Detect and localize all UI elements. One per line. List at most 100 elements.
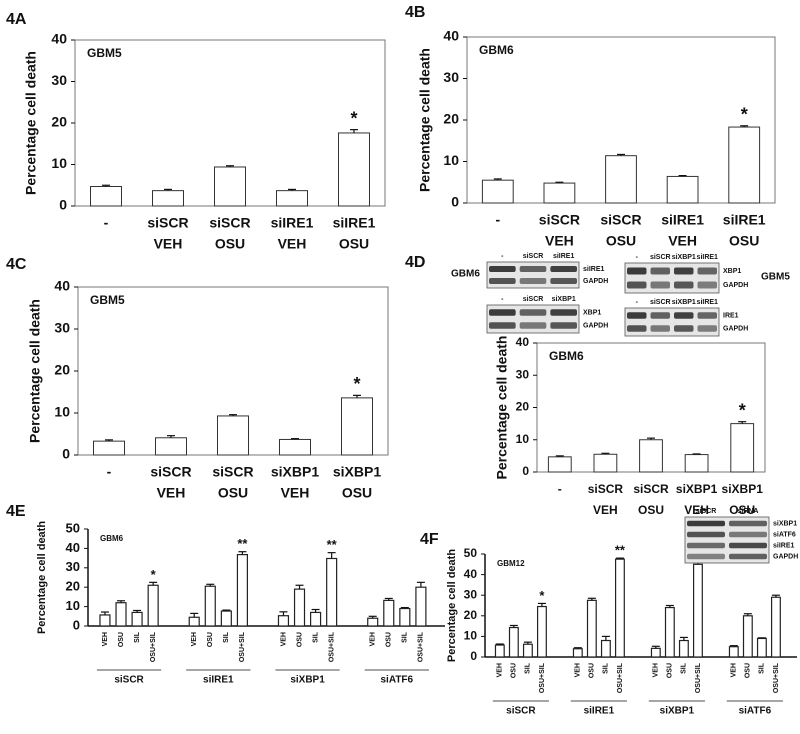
x-tick-label: siXBP1 <box>676 482 718 496</box>
lane-label: - <box>636 299 639 306</box>
bar <box>204 585 216 627</box>
bar <box>614 558 625 658</box>
lane-label: siSCR <box>523 253 544 260</box>
group-label: siXBP1 <box>660 706 695 717</box>
bar <box>383 599 395 627</box>
x-tick-label: VEH <box>668 233 697 249</box>
bar <box>742 615 753 658</box>
bar <box>217 415 249 456</box>
blot-band <box>627 267 647 275</box>
bar <box>399 607 411 627</box>
row-label: GAPDH <box>723 325 748 332</box>
x-tick-label: siSCR <box>147 215 188 231</box>
x-tick-label: SIL <box>402 631 409 643</box>
lane-label: siRNA <box>737 508 758 515</box>
x-tick-label: OSU <box>729 233 759 249</box>
bar <box>310 611 322 627</box>
y-tick-label: 10 <box>443 152 459 168</box>
blot-band <box>627 312 647 319</box>
blot-frame <box>486 261 580 289</box>
y-tick-label: 40 <box>516 335 530 349</box>
bar <box>639 439 663 473</box>
bar <box>115 602 127 627</box>
x-tick-label: OSU <box>638 503 664 517</box>
y-tick-label: 30 <box>66 559 80 574</box>
y-tick-label: 20 <box>464 608 478 622</box>
bar <box>572 648 583 658</box>
group-label: siIRE1 <box>203 675 234 686</box>
x-tick-label: OSU <box>667 663 674 678</box>
row-label: GAPDH <box>773 553 798 560</box>
blot-band <box>550 278 577 284</box>
blot-band <box>489 322 516 329</box>
y-tick-label: 0 <box>59 197 67 213</box>
blot-band <box>729 531 767 538</box>
x-tick-label: siSCR <box>539 212 580 228</box>
lane-label: siXBP1 <box>672 254 696 261</box>
lane-label: siXBP1 <box>552 296 576 303</box>
blot-band <box>519 266 547 272</box>
y-axis-label: Percentage cell death <box>417 48 433 192</box>
blot-band <box>489 278 516 284</box>
x-tick-label: VEH <box>370 632 377 646</box>
bar <box>341 397 373 456</box>
x-tick-label: SIL <box>681 662 688 674</box>
lane-label: siIRE1 <box>697 254 719 261</box>
y-tick-label: 50 <box>464 546 478 560</box>
cell-line-label: GBM5 <box>761 272 790 283</box>
bar <box>293 588 306 627</box>
row-label: siIRE1 <box>583 266 605 273</box>
bar <box>666 175 699 204</box>
y-tick-label: 30 <box>51 72 67 88</box>
bar <box>220 610 232 627</box>
blot-band <box>687 531 725 538</box>
y-axis-label: Percentage cell death <box>23 51 39 195</box>
bar <box>543 182 576 204</box>
row-label: XBP1 <box>723 268 741 275</box>
bar <box>152 190 184 207</box>
blot-band <box>550 322 577 329</box>
x-tick-label: siSCR <box>600 212 641 228</box>
blot-band <box>519 278 547 284</box>
bar <box>728 126 761 204</box>
blot-band <box>697 312 717 319</box>
x-tick-label: SIL <box>134 631 141 643</box>
blot-band <box>697 325 717 332</box>
row-label: GAPDH <box>583 278 608 285</box>
blot-band <box>489 266 516 272</box>
row-label: GAPDH <box>723 282 748 289</box>
panel-label: 4D <box>405 254 425 271</box>
lane-label: siSCR <box>650 254 671 261</box>
bar <box>728 646 739 658</box>
y-tick-label: 10 <box>66 598 80 613</box>
y-tick-label: 0 <box>62 446 70 462</box>
panel-label: 4B <box>405 4 425 21</box>
chart-title: GBM5 <box>87 46 122 60</box>
bar <box>536 605 547 658</box>
y-tick-label: 0 <box>451 194 459 210</box>
y-tick-label: 30 <box>516 367 530 381</box>
x-tick-label: siIRE1 <box>661 212 704 228</box>
blot-band <box>729 520 767 527</box>
y-tick-label: 0 <box>522 464 529 478</box>
y-axis-label: Percentage cell death <box>27 299 43 443</box>
x-tick-label: - <box>107 464 112 480</box>
bar <box>147 584 159 627</box>
bar <box>600 639 611 658</box>
lane-label: siXBP1 <box>672 299 696 306</box>
blot-band <box>674 281 694 289</box>
bar <box>508 626 519 658</box>
blot-band <box>627 281 647 289</box>
x-tick-label: SIL <box>603 662 610 674</box>
blot-band <box>650 267 670 275</box>
chart-title: GBM6 <box>549 349 584 363</box>
bar <box>730 423 755 473</box>
blot-band <box>697 281 717 289</box>
bar <box>326 557 338 627</box>
x-tick-label: VEH <box>154 236 183 252</box>
y-tick-label: 20 <box>443 111 459 127</box>
x-tick-label: VEH <box>731 663 738 677</box>
x-tick-label: OSU <box>207 632 214 647</box>
x-tick-label: siXBP1 <box>333 464 381 480</box>
